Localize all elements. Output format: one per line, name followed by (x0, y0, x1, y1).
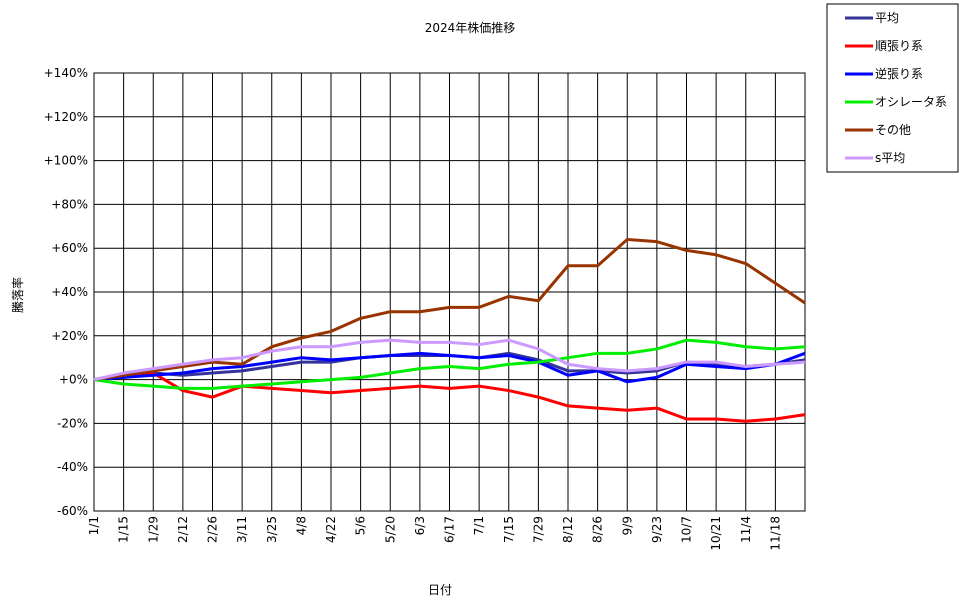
y-tick-label: +100% (44, 154, 88, 168)
y-tick-label: +40% (51, 285, 88, 299)
legend-label: 順張り系 (875, 39, 923, 53)
x-tick-label: 3/11 (235, 516, 249, 543)
series-line (93, 371, 806, 423)
x-tick-label: 9/23 (650, 516, 664, 543)
y-axis-label: 騰落率 (10, 277, 25, 313)
x-tick-label: 10/21 (709, 516, 723, 551)
series-line (93, 237, 806, 382)
x-tick-label: 1/15 (117, 516, 131, 543)
x-axis-label: 日付 (428, 583, 452, 597)
y-tick-label: +0% (59, 373, 88, 387)
x-tick-label: 9/9 (620, 516, 634, 535)
x-tick-label: 11/18 (768, 516, 782, 551)
x-tick-label: 1/1 (87, 516, 101, 535)
y-tick-label: +20% (51, 329, 88, 343)
y-tick-label: +120% (44, 110, 88, 124)
x-tick-label: 6/3 (413, 516, 427, 535)
x-tick-label: 4/8 (294, 516, 308, 535)
x-tick-label: 4/22 (324, 516, 338, 543)
legend-label: 平均 (875, 11, 899, 25)
series-line (93, 351, 806, 384)
x-tick-label: 7/15 (502, 516, 516, 543)
x-tick-label: 3/25 (265, 516, 279, 543)
y-tick-label: +140% (44, 66, 88, 80)
x-tick-label: 1/29 (146, 516, 160, 543)
x-tick-label: 7/29 (531, 516, 545, 543)
x-tick-label: 5/6 (354, 516, 368, 535)
y-tick-label: +60% (51, 241, 88, 255)
x-tick-label: 8/12 (561, 516, 575, 543)
legend-label: オシレータ系 (875, 95, 947, 109)
legend-box (826, 3, 959, 173)
legend-label: s平均 (875, 151, 905, 165)
series-line (93, 338, 806, 390)
x-tick-label: 8/26 (591, 516, 605, 543)
x-tick-label: 11/4 (739, 516, 753, 543)
x-tick-label: 2/12 (176, 516, 190, 543)
y-tick-label: -40% (57, 460, 88, 474)
y-tick-label: -20% (57, 416, 88, 430)
x-tick-label: 5/20 (383, 516, 397, 543)
x-tick-label: 2/26 (206, 516, 220, 543)
y-tick-label: -60% (57, 504, 88, 518)
legend-label: その他 (875, 123, 911, 137)
x-tick-label: 7/1 (472, 516, 486, 535)
chart-title: 2024年株価推移 (425, 20, 516, 35)
x-tick-label: 10/7 (680, 516, 694, 543)
legend-label: 逆張り系 (875, 66, 923, 81)
y-tick-label: +80% (51, 197, 88, 211)
series-line (93, 338, 806, 382)
x-tick-label: 6/17 (443, 516, 457, 543)
